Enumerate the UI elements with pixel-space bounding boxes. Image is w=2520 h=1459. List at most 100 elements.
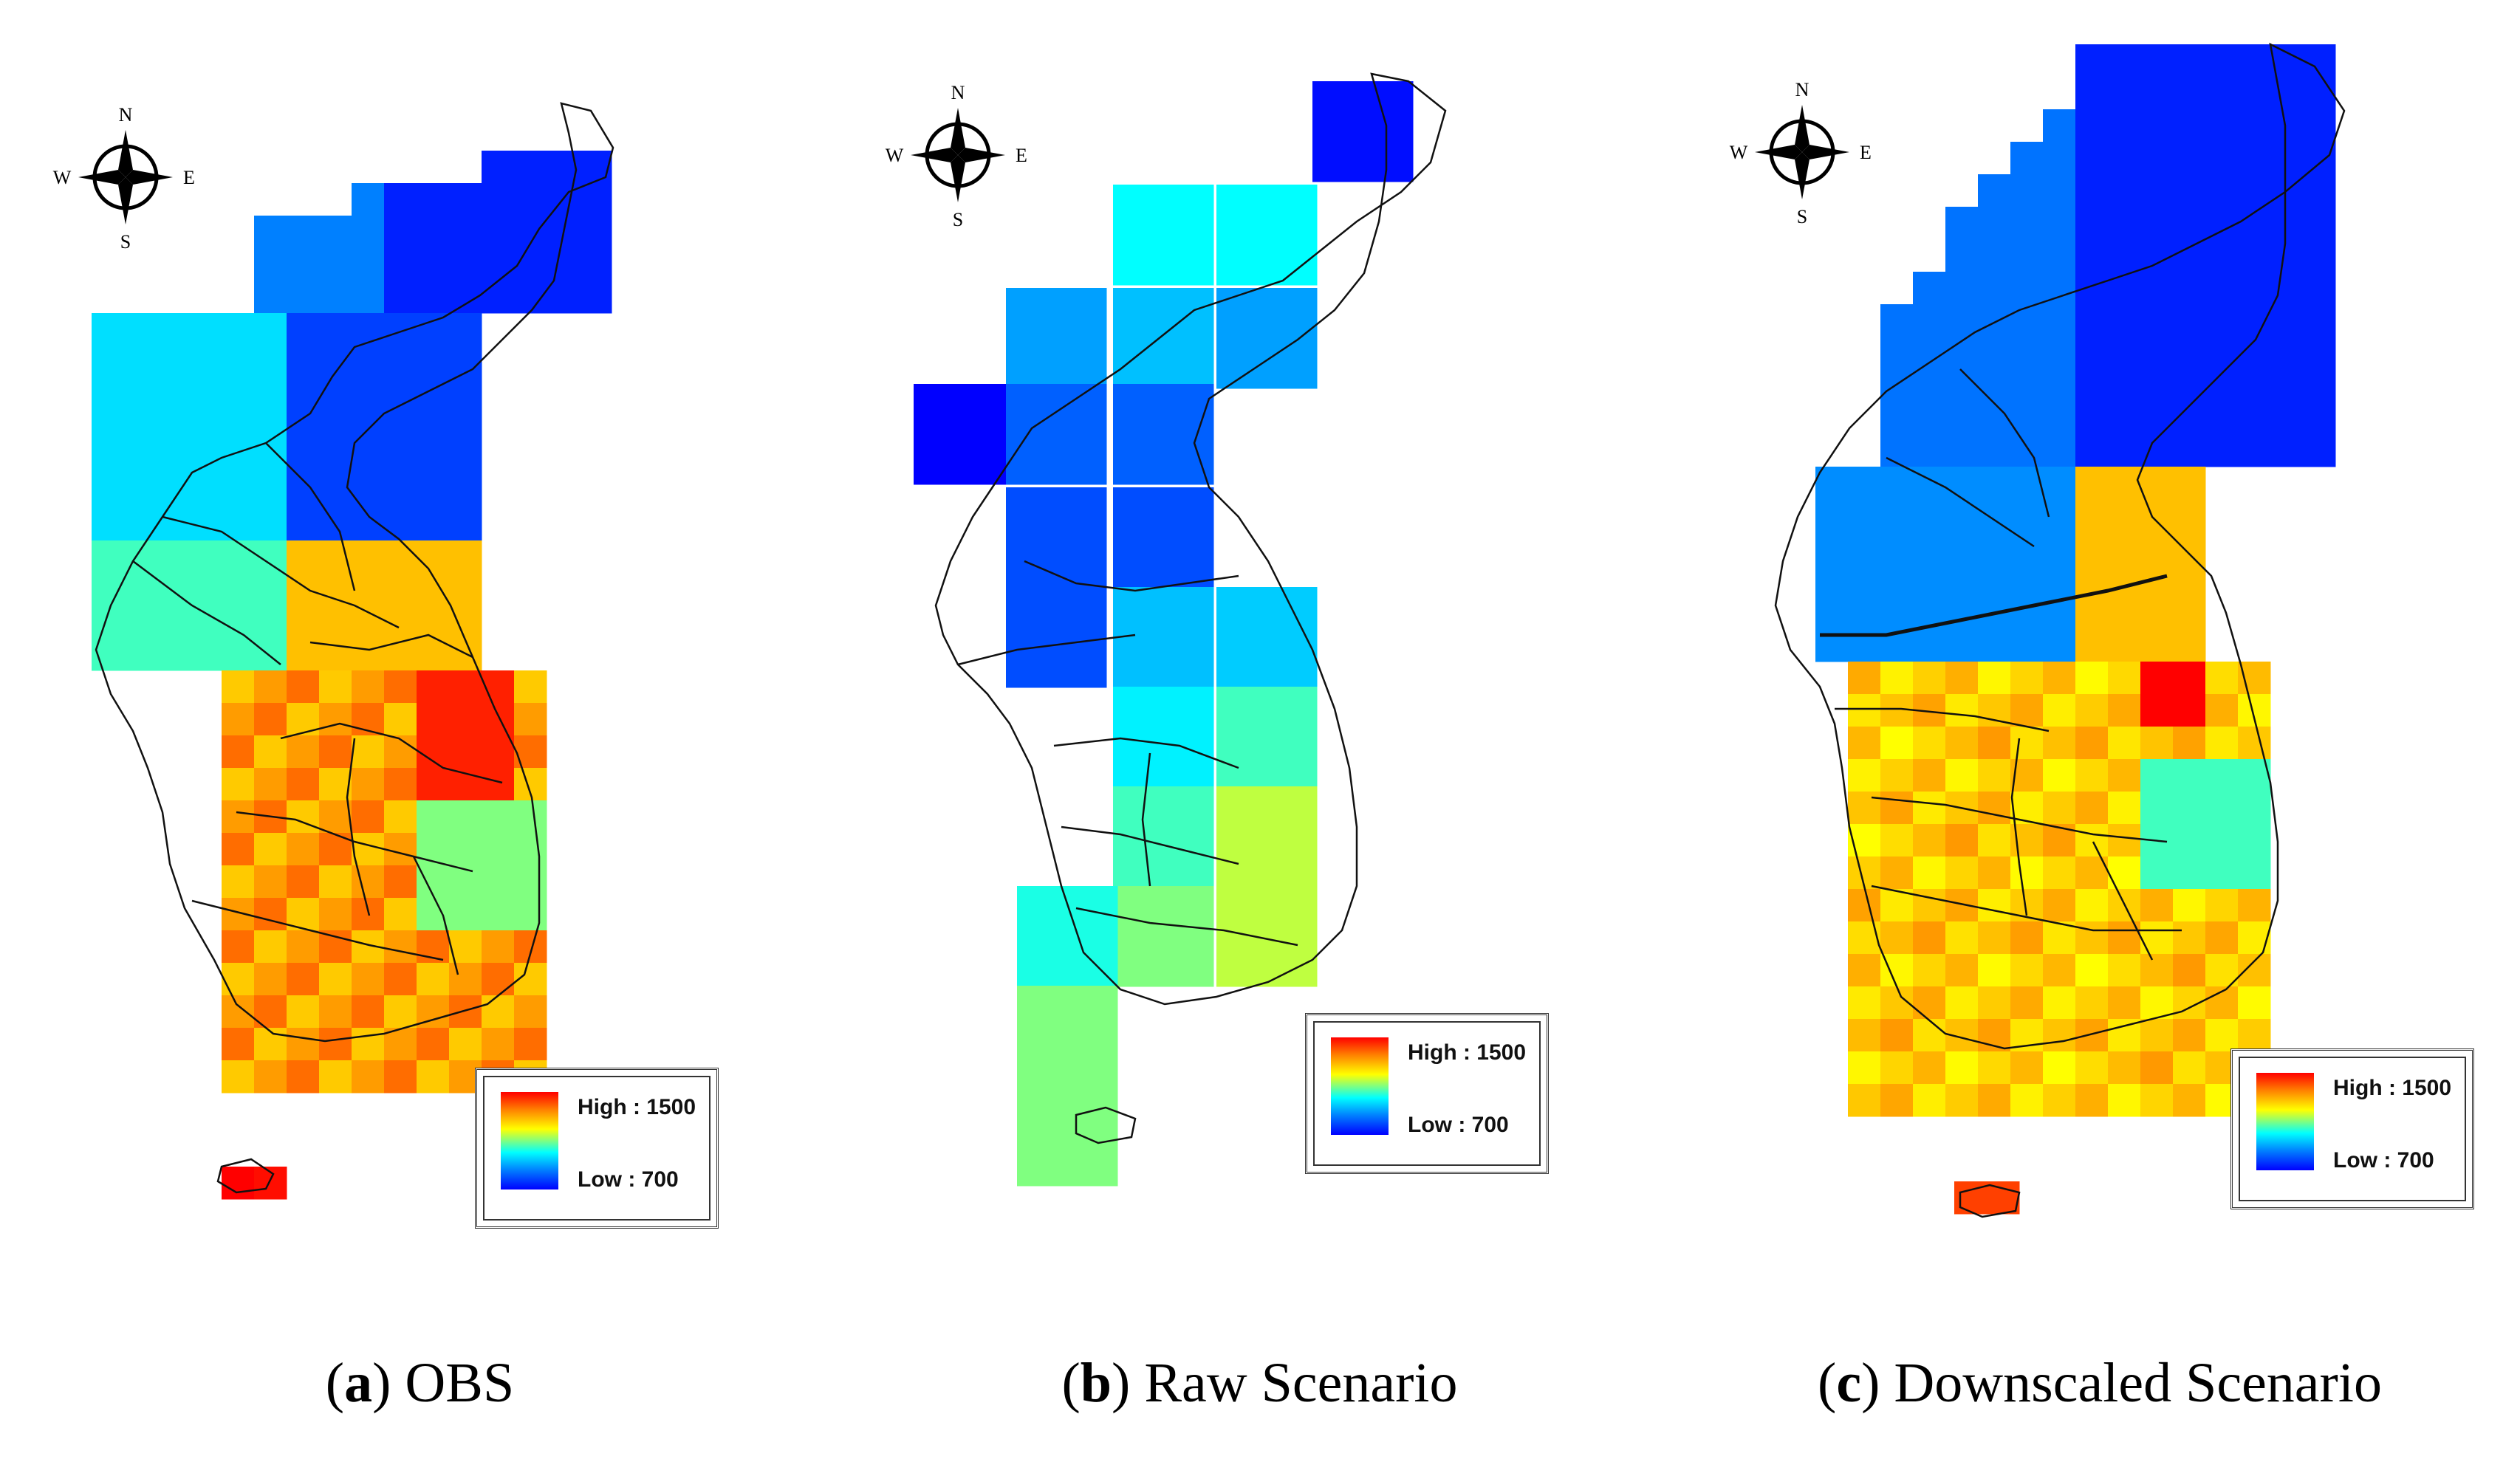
grid-cell	[449, 1028, 482, 1061]
grid-cell	[1913, 1084, 1946, 1117]
grid-cell	[2238, 1019, 2271, 1052]
grid-cell	[2205, 109, 2239, 143]
grid-cell	[514, 833, 547, 866]
grid-cell	[417, 411, 450, 444]
grid-cell	[2140, 207, 2174, 240]
downscaled-scenario-legend: High : 1500 Low : 700	[2230, 1048, 2474, 1209]
grid-cell	[2173, 532, 2206, 565]
grid-cell	[2010, 597, 2044, 630]
grid-cell	[1880, 597, 1914, 630]
grid-cell	[417, 313, 450, 346]
grid-cell	[2075, 532, 2109, 565]
grid-cell	[417, 898, 450, 931]
grid-cell	[352, 1060, 385, 1094]
grid-cell	[1913, 564, 1946, 597]
grid-cell	[514, 735, 547, 769]
grid-cell	[2010, 142, 2044, 175]
grid-cell	[2108, 694, 2141, 727]
grid-cell	[1913, 986, 1946, 1020]
grid-cell	[319, 1028, 352, 1061]
grid-cell	[157, 346, 190, 379]
grid-cell	[2303, 304, 2336, 337]
grid-cell	[2075, 174, 2109, 207]
grid-cell	[1113, 886, 1214, 987]
grid-cell	[287, 735, 320, 769]
grid-cell	[449, 216, 482, 249]
grid-cell	[2043, 337, 2076, 370]
grid-cell	[2173, 337, 2206, 370]
grid-cell	[1815, 564, 1849, 597]
grid-cell	[2303, 272, 2336, 305]
grid-cell	[1848, 727, 1881, 760]
grid-cell	[254, 638, 287, 671]
grid-cell	[124, 313, 157, 346]
grid-cell	[1978, 1084, 2011, 1117]
grid-cell	[384, 1028, 417, 1061]
grid-cell	[482, 735, 515, 769]
grid-cell	[222, 865, 255, 899]
grid-cell	[352, 1028, 385, 1061]
grid-cell	[2205, 174, 2239, 207]
grid-cell	[222, 1167, 255, 1200]
grid-cell	[1913, 434, 1946, 467]
grid-cell	[1987, 1181, 2020, 1215]
grid-cell	[2270, 239, 2304, 272]
grid-cell	[254, 573, 287, 606]
grid-cell	[417, 1028, 450, 1061]
grid-cell	[417, 833, 450, 866]
downscaled-scenario-map	[1774, 42, 2346, 1218]
grid-cell	[2238, 856, 2271, 890]
legend-high-label: High : 1500	[578, 1095, 696, 1119]
grid-cell	[2108, 44, 2141, 78]
grid-cell	[2108, 597, 2141, 630]
grid-cell	[2140, 759, 2174, 792]
grid-cell	[2075, 109, 2109, 143]
grid-cell	[2108, 142, 2141, 175]
grid-cell	[2173, 272, 2206, 305]
grid-cell	[482, 281, 515, 314]
grid-cell	[1880, 434, 1914, 467]
grid-cell	[2043, 109, 2076, 143]
grid-cell	[2043, 239, 2076, 272]
grid-cell	[1945, 824, 1979, 857]
grid-cell	[2205, 727, 2239, 760]
grid-cell	[2108, 109, 2141, 143]
grid-cell	[2075, 44, 2109, 78]
grid-cell	[1006, 384, 1107, 485]
grid-cell	[1945, 889, 1979, 922]
grid-cell	[2303, 44, 2336, 78]
grid-cell	[1978, 564, 2011, 597]
grid-cell	[2238, 174, 2271, 207]
grid-cell	[124, 346, 157, 379]
grid-cell	[579, 151, 612, 184]
caption-letter: a	[344, 1352, 373, 1414]
compass-e-label: E	[1016, 145, 1027, 166]
grid-cell	[157, 638, 190, 671]
grid-cell	[2205, 1019, 2239, 1052]
grid-cell	[157, 443, 190, 476]
grid-cell	[1978, 532, 2011, 565]
grid-cell	[2010, 727, 2044, 760]
grid-cell	[2010, 337, 2044, 370]
downscaled-boundaries	[1774, 42, 2346, 1218]
grid-cell	[189, 605, 222, 639]
grid-cell	[189, 346, 222, 379]
grid-cell	[1945, 272, 1979, 305]
grid-cell	[1880, 402, 1914, 435]
grid-cell	[579, 281, 612, 314]
compass-w-label: W	[1730, 142, 1748, 163]
grid-cell	[2173, 1051, 2206, 1085]
grid-cell	[2205, 954, 2239, 987]
grid-cell	[2140, 727, 2174, 760]
grid-cell	[1113, 487, 1214, 588]
grid-cell	[2205, 402, 2239, 435]
grid-cell	[2270, 369, 2304, 402]
grid-cell	[384, 930, 417, 964]
grid-cell	[254, 476, 287, 509]
grid-cell	[2140, 597, 2174, 630]
grid-cell	[254, 605, 287, 639]
grid-cell	[1978, 824, 2011, 857]
grid-cell	[2043, 921, 2076, 955]
grid-cell	[254, 670, 287, 704]
grid-cell	[2108, 337, 2141, 370]
